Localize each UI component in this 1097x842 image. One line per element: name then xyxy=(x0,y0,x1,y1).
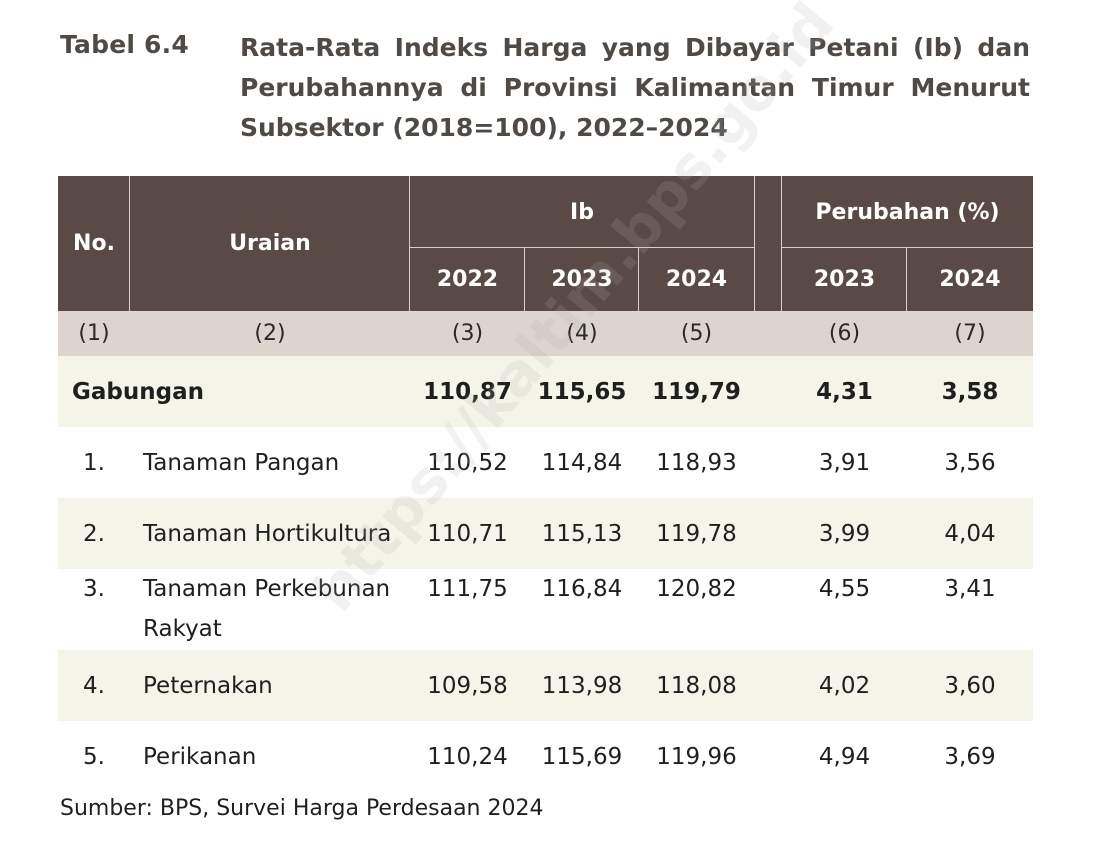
header-ib: Ib xyxy=(410,176,754,248)
header-divider xyxy=(524,248,525,311)
header-divider xyxy=(782,247,1033,248)
row-value-2024: 119,96 xyxy=(656,743,737,770)
row-number: 5. xyxy=(83,743,105,770)
header-divider xyxy=(781,176,782,311)
row-value-2022: 110,87 xyxy=(423,378,512,405)
header-divider xyxy=(129,176,130,311)
row-name: Perikanan xyxy=(143,743,257,770)
row-value-2022: 110,24 xyxy=(427,743,508,770)
row-change-2023: 4,02 xyxy=(818,672,871,699)
row-name: Tanaman Hortikultura xyxy=(143,520,392,547)
row-value-2022: 110,52 xyxy=(427,449,508,476)
row-change-2023: 3,99 xyxy=(818,520,871,547)
row-value-2022: 109,58 xyxy=(427,672,508,699)
header-ib-2024: 2024 xyxy=(639,248,754,311)
row-name: Gabungan xyxy=(72,378,204,405)
row-number: 4. xyxy=(83,672,105,699)
index-cell: (7) xyxy=(907,311,1033,356)
header-divider xyxy=(906,248,907,311)
row-value-2022: 110,71 xyxy=(427,520,508,547)
row-value-2023: 115,65 xyxy=(537,378,627,405)
row-value-2023: 115,69 xyxy=(541,743,623,770)
row-number: 3. xyxy=(83,576,105,602)
index-cell: (6) xyxy=(782,311,907,356)
table-row xyxy=(58,356,1033,427)
table-row xyxy=(58,569,1033,650)
row-change-2023: 4,55 xyxy=(818,576,871,602)
header-divider xyxy=(409,176,410,311)
row-change-2024: 4,04 xyxy=(944,520,996,547)
header-ib-2023: 2023 xyxy=(525,248,639,311)
table-row xyxy=(58,498,1033,569)
row-value-2024: 118,08 xyxy=(656,672,737,699)
row-name: Peternakan xyxy=(143,672,273,699)
row-value-2023: 115,13 xyxy=(541,520,623,547)
row-change-2024: 3,69 xyxy=(944,743,996,770)
row-value-2023: 113,98 xyxy=(541,672,623,699)
table-row xyxy=(58,427,1033,498)
header-divider xyxy=(754,176,755,311)
header-no: No. xyxy=(58,176,130,311)
index-cell: (4) xyxy=(525,311,639,356)
row-number: 1. xyxy=(83,449,105,476)
table-row xyxy=(58,721,1033,792)
index-cell: (2) xyxy=(130,311,410,356)
source-note: Sumber: BPS, Survei Harga Perdesaan 2024 xyxy=(60,796,544,821)
table-title: Rata-Rata Indeks Harga yang Dibayar Peta… xyxy=(240,33,1030,142)
header-uraian: Uraian xyxy=(130,176,410,311)
row-name: Tanaman Pangan xyxy=(143,449,340,476)
row-change-2024: 3,41 xyxy=(944,576,996,602)
row-value-2024: 119,79 xyxy=(652,378,741,405)
row-value-2024: 119,78 xyxy=(656,520,737,547)
row-number: 2. xyxy=(83,520,105,547)
header-divider xyxy=(410,247,754,248)
row-value-2023: 114,84 xyxy=(541,449,623,476)
row-change-2023: 3,91 xyxy=(818,449,871,476)
header-ib-2022: 2022 xyxy=(410,248,525,311)
row-value-2023: 116,84 xyxy=(541,576,623,602)
table-title-label: Tabel 6.4 xyxy=(60,30,189,59)
row-value-2024: 118,93 xyxy=(656,449,737,476)
header-change-2024: 2024 xyxy=(907,248,1033,311)
row-value-2022: 111,75 xyxy=(427,576,508,602)
row-value-2024: 120,82 xyxy=(656,576,737,602)
index-cell: (5) xyxy=(639,311,754,356)
index-cell: (3) xyxy=(410,311,525,356)
row-change-2024: 3,58 xyxy=(941,378,999,405)
row-change-2024: 3,60 xyxy=(944,672,996,699)
row-name-continued: Rakyat xyxy=(143,616,222,642)
header-perubahan: Perubahan (%) xyxy=(782,176,1033,248)
header-divider xyxy=(638,248,639,311)
row-change-2024: 3,56 xyxy=(944,449,996,476)
row-name: Tanaman Perkebunan xyxy=(143,576,391,602)
row-change-2023: 4,31 xyxy=(816,378,873,405)
row-change-2023: 4,94 xyxy=(818,743,871,770)
index-cell: (1) xyxy=(58,311,130,356)
header-change-2023: 2023 xyxy=(782,248,907,311)
table-row xyxy=(58,650,1033,721)
